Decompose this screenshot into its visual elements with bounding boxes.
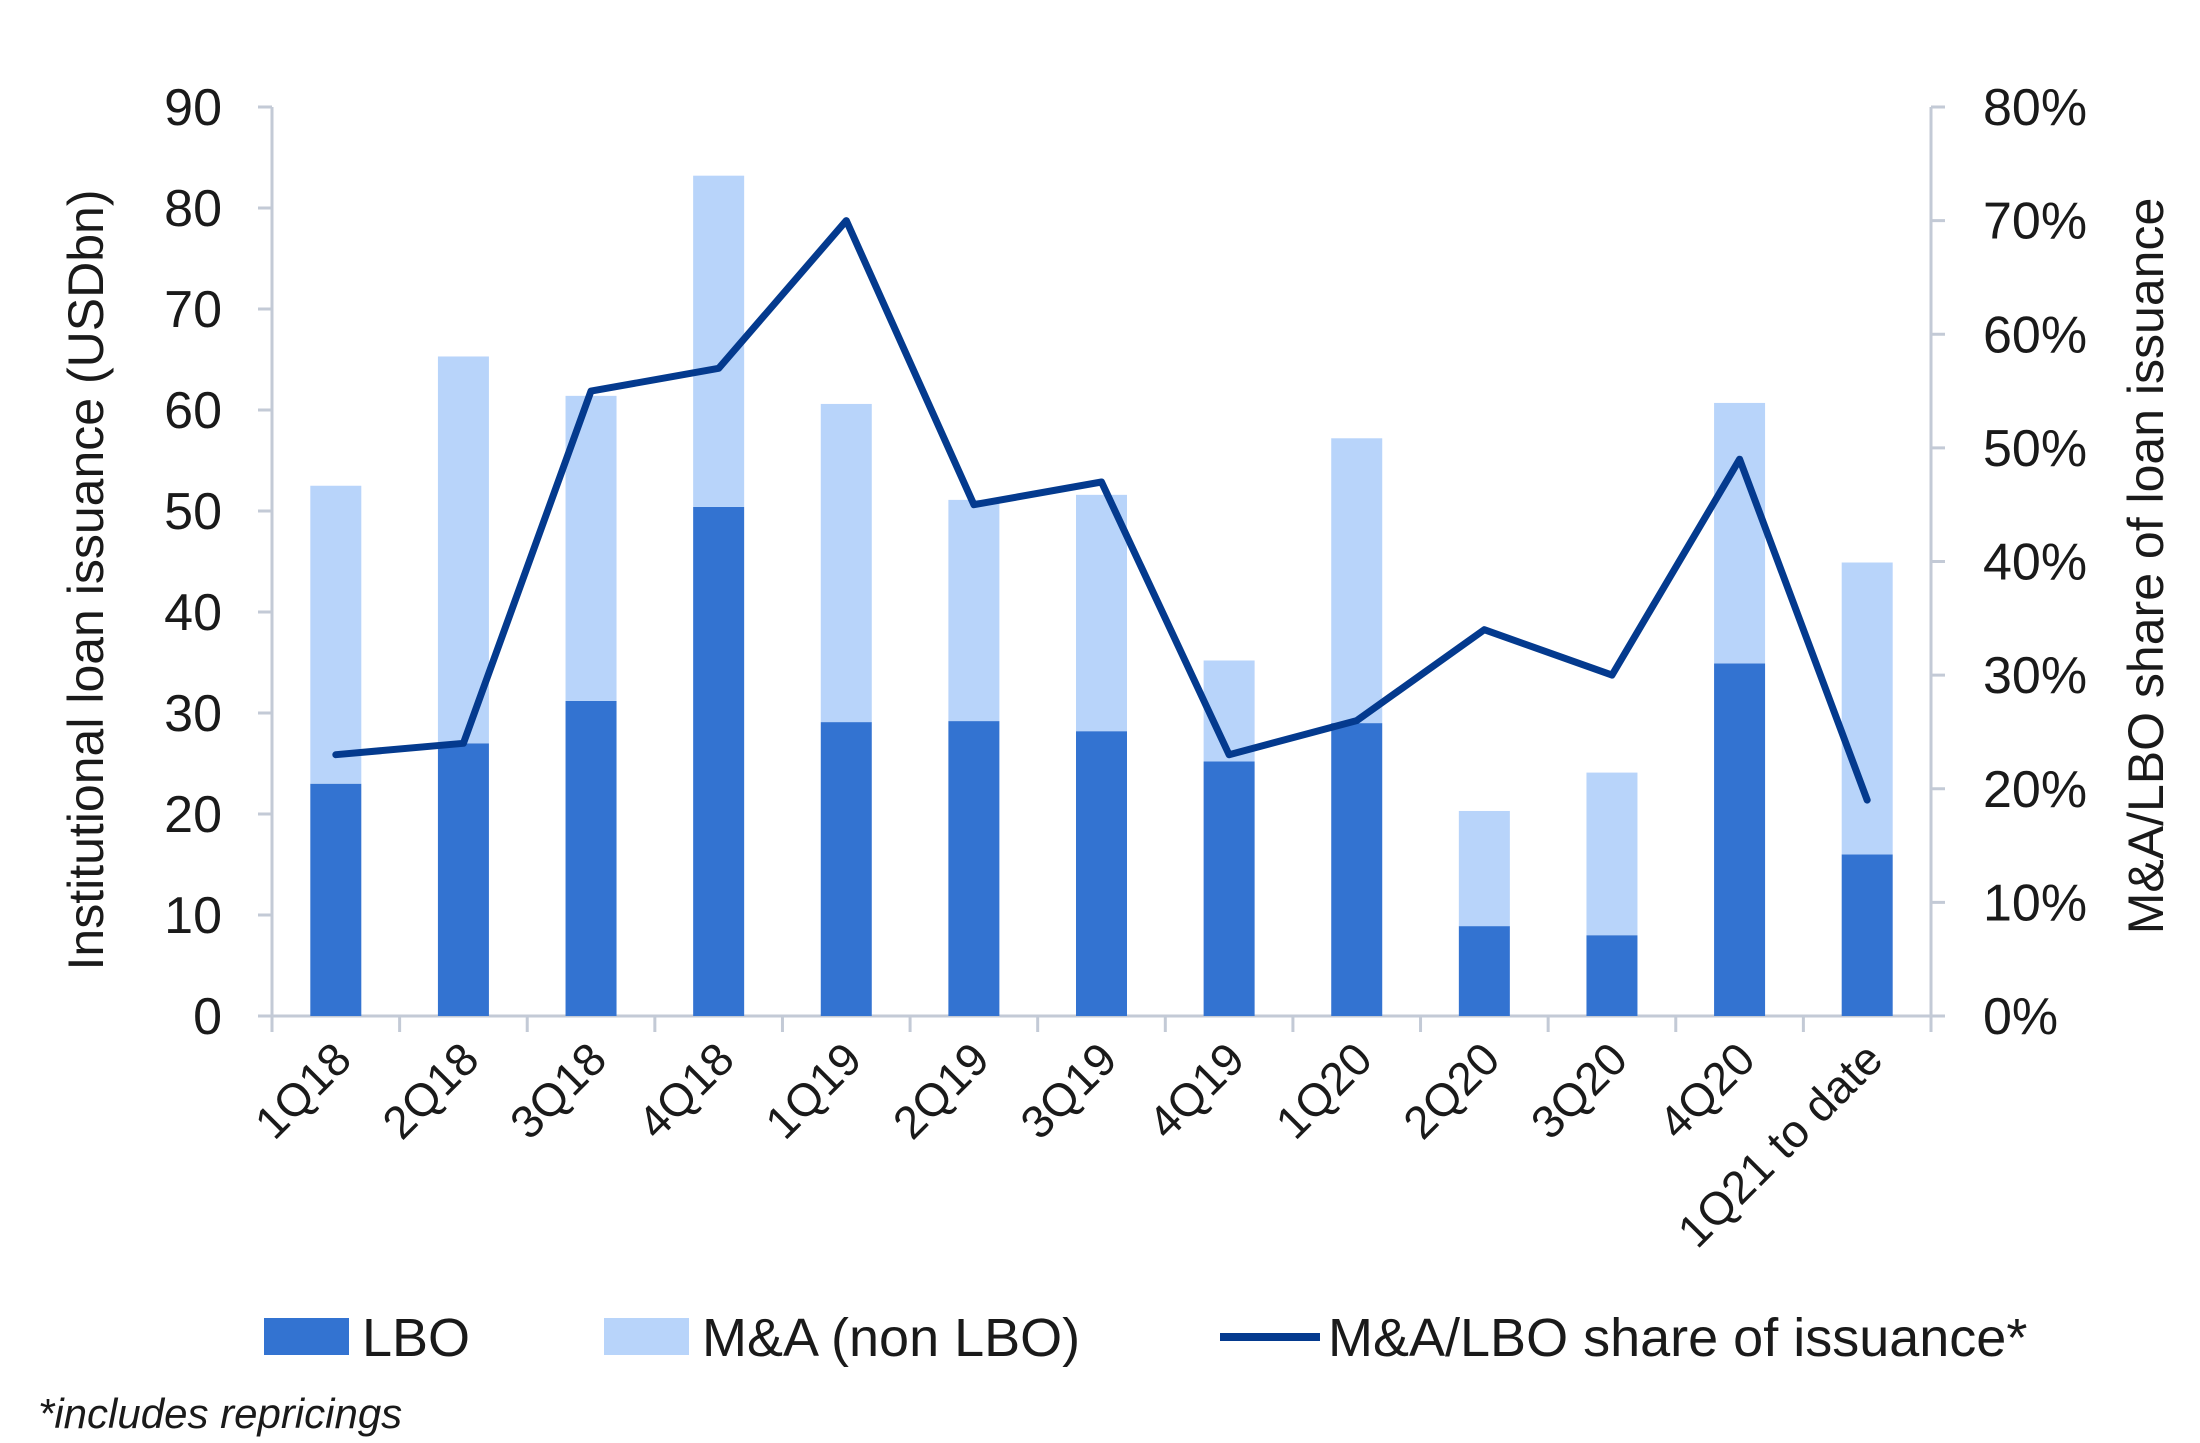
bar-lbo — [1841, 854, 1893, 1016]
x-tick-label: 2Q18 — [372, 1032, 488, 1148]
y-tick-label: 10 — [164, 887, 222, 945]
bars-layer — [310, 175, 1893, 1016]
bar-ma-non-lbo — [1714, 402, 1766, 664]
y-axis-title: Institutional loan issuance (USDbn) — [58, 190, 114, 971]
bar-ma-non-lbo — [1331, 438, 1383, 724]
bar-lbo — [1076, 731, 1127, 1016]
bar-lbo — [1586, 935, 1638, 1016]
y2-axis-title: M&A/LBO share of loan issuance — [2118, 198, 2174, 935]
y-tick-label: 0 — [193, 988, 222, 1046]
x-tick-label: 1Q20 — [1265, 1032, 1381, 1148]
x-tick-label: 3Q18 — [500, 1032, 616, 1148]
y-tick-label: 80 — [164, 180, 222, 238]
bar-ma-non-lbo — [310, 485, 362, 784]
x-tick-label: 4Q18 — [627, 1032, 743, 1148]
y2-tick-label: 80% — [1983, 79, 2087, 137]
y-tick-label: 40 — [164, 584, 222, 642]
y-tick-label: 90 — [164, 79, 222, 137]
legend: LBO M&A (non LBO) M&A/LBO share of issua… — [264, 1308, 2027, 1368]
x-tick-label: 1Q18 — [245, 1032, 361, 1148]
legend-label-share: M&A/LBO share of issuance* — [1328, 1308, 2027, 1368]
bar-lbo — [1458, 926, 1510, 1016]
line-layer — [332, 217, 1871, 804]
x-tick-label: 3Q19 — [1010, 1032, 1126, 1148]
y-tick-label: 70 — [164, 281, 222, 339]
bar-ma-non-lbo — [1076, 494, 1127, 732]
bar-lbo — [693, 506, 745, 1016]
bar-lbo — [820, 722, 872, 1016]
legend-label-lbo: LBO — [362, 1308, 470, 1368]
bar-ma-non-lbo — [1458, 810, 1510, 927]
y2-tick-label: 40% — [1983, 534, 2087, 592]
bar-ma-non-lbo — [1841, 562, 1893, 855]
x-tick-label: 2Q19 — [883, 1032, 999, 1148]
bar-lbo — [437, 743, 489, 1016]
legend-swatch-ma-non-lbo — [604, 1318, 689, 1355]
y2-tick-label: 70% — [1983, 193, 2087, 251]
y2-tick-label: 20% — [1983, 761, 2087, 819]
bar-lbo — [1203, 761, 1255, 1016]
y-tick-label: 50 — [164, 483, 222, 541]
bar-lbo — [310, 783, 362, 1016]
legend-swatch-lbo — [264, 1318, 349, 1355]
x-tick-label: 4Q19 — [1138, 1032, 1254, 1148]
y-tick-label: 60 — [164, 382, 222, 440]
footnote: *includes repricings — [38, 1390, 402, 1437]
y2-tick-label: 10% — [1983, 874, 2087, 932]
x-tick-label: 1Q19 — [755, 1032, 871, 1148]
bar-ma-non-lbo — [693, 175, 745, 507]
x-tick-label: 2Q20 — [1393, 1032, 1509, 1148]
bar-ma-non-lbo — [1586, 772, 1638, 936]
y2-tick-label: 50% — [1983, 420, 2087, 478]
bar-ma-non-lbo — [948, 499, 1000, 722]
y2-tick-label: 30% — [1983, 647, 2087, 705]
bar-lbo — [1331, 723, 1383, 1016]
bar-lbo — [1714, 663, 1766, 1016]
y2-tick-label: 0% — [1983, 988, 2058, 1046]
bar-lbo — [565, 700, 617, 1016]
x-tick-label: 4Q20 — [1648, 1032, 1764, 1148]
bar-ma-non-lbo — [437, 356, 489, 744]
y-tick-label: 30 — [164, 685, 222, 743]
y2-tick-label: 60% — [1983, 306, 2087, 364]
x-tick-label: 3Q20 — [1521, 1032, 1637, 1148]
bar-lbo — [948, 721, 1000, 1016]
bar-ma-non-lbo — [820, 403, 872, 723]
legend-label-ma-non-lbo: M&A (non LBO) — [702, 1308, 1080, 1368]
share-line — [332, 217, 1871, 804]
y-tick-label: 20 — [164, 786, 222, 844]
